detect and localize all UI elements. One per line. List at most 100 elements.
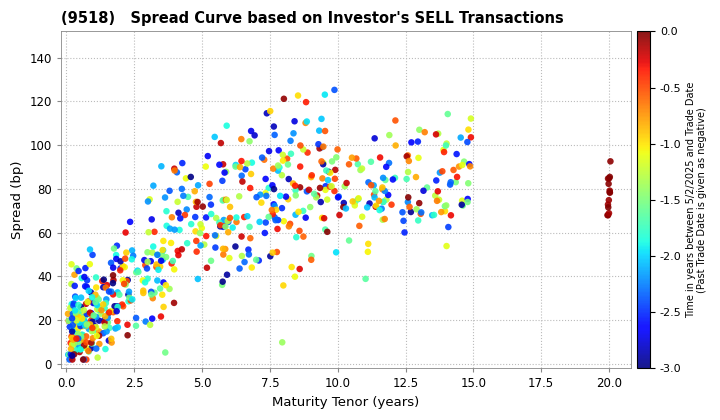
Point xyxy=(117,263,129,270)
Point xyxy=(83,348,94,355)
Point xyxy=(95,310,107,317)
Point xyxy=(120,255,131,262)
Point xyxy=(97,301,109,308)
Point xyxy=(221,271,233,278)
Point xyxy=(125,218,136,225)
Point xyxy=(426,212,438,218)
Point xyxy=(301,118,312,125)
Point xyxy=(90,324,102,331)
Point xyxy=(78,307,89,314)
Point xyxy=(363,179,374,186)
Point xyxy=(210,215,222,221)
Point xyxy=(445,212,456,219)
Point xyxy=(78,317,90,323)
Point xyxy=(161,223,172,229)
Point xyxy=(301,188,312,195)
Point xyxy=(291,234,302,241)
Point xyxy=(196,225,207,231)
Point xyxy=(105,308,117,315)
Point xyxy=(202,153,214,160)
Point xyxy=(68,312,80,318)
Point xyxy=(338,204,349,210)
Point xyxy=(316,158,328,165)
Point xyxy=(72,346,84,352)
Point xyxy=(218,217,230,223)
Point xyxy=(297,207,309,214)
Point xyxy=(111,308,122,315)
Point xyxy=(456,197,468,204)
Point xyxy=(284,220,296,227)
Point xyxy=(101,296,112,303)
Point xyxy=(379,177,391,184)
Point xyxy=(192,199,203,205)
Point xyxy=(123,294,135,301)
Point xyxy=(127,296,138,303)
Point xyxy=(219,223,230,229)
Point xyxy=(413,200,425,207)
Point xyxy=(287,180,299,187)
Point xyxy=(445,179,456,186)
Point xyxy=(312,192,323,199)
Point xyxy=(346,154,358,161)
Point xyxy=(240,166,251,173)
Point xyxy=(106,339,117,346)
Point xyxy=(111,242,122,249)
Point xyxy=(108,245,120,252)
Point xyxy=(269,131,280,138)
Point xyxy=(285,150,297,157)
Point xyxy=(272,167,284,174)
Point xyxy=(277,157,289,164)
Point xyxy=(260,176,271,182)
Point xyxy=(280,193,292,200)
Point xyxy=(293,208,305,215)
Point xyxy=(66,333,77,340)
Point xyxy=(75,346,86,353)
Point xyxy=(71,265,82,272)
Point xyxy=(132,267,143,274)
Point xyxy=(70,318,81,325)
Point xyxy=(153,266,164,273)
Point xyxy=(69,307,81,314)
Point xyxy=(94,328,105,335)
Point xyxy=(269,214,280,221)
Point xyxy=(429,192,441,199)
Point xyxy=(180,175,192,182)
Point xyxy=(210,244,221,251)
Point xyxy=(205,201,217,208)
Point xyxy=(123,289,135,295)
Point xyxy=(160,349,171,356)
Point xyxy=(329,87,341,93)
Point xyxy=(80,323,91,329)
Point xyxy=(305,174,317,181)
Point xyxy=(94,304,105,310)
Point xyxy=(209,134,220,140)
Point xyxy=(73,335,84,342)
Point xyxy=(137,277,148,284)
Point xyxy=(352,161,364,168)
Point xyxy=(108,277,120,284)
Point xyxy=(86,294,98,301)
Point xyxy=(121,278,132,284)
Point xyxy=(230,214,242,221)
Point xyxy=(456,201,467,208)
Point xyxy=(67,310,78,317)
Point xyxy=(300,120,311,126)
Point xyxy=(238,214,250,220)
Point xyxy=(114,258,126,265)
Point xyxy=(383,160,395,166)
Point xyxy=(384,132,395,139)
Point xyxy=(318,160,329,166)
Point xyxy=(119,264,130,270)
Point xyxy=(106,288,117,295)
Point xyxy=(243,246,254,253)
Point xyxy=(125,297,137,304)
Point xyxy=(86,310,97,317)
Point xyxy=(173,210,184,216)
Point xyxy=(70,329,81,336)
Point xyxy=(192,182,204,189)
Point xyxy=(323,168,335,175)
Point xyxy=(364,200,375,207)
Point xyxy=(73,314,84,320)
Point xyxy=(99,319,110,326)
Point xyxy=(144,322,156,328)
